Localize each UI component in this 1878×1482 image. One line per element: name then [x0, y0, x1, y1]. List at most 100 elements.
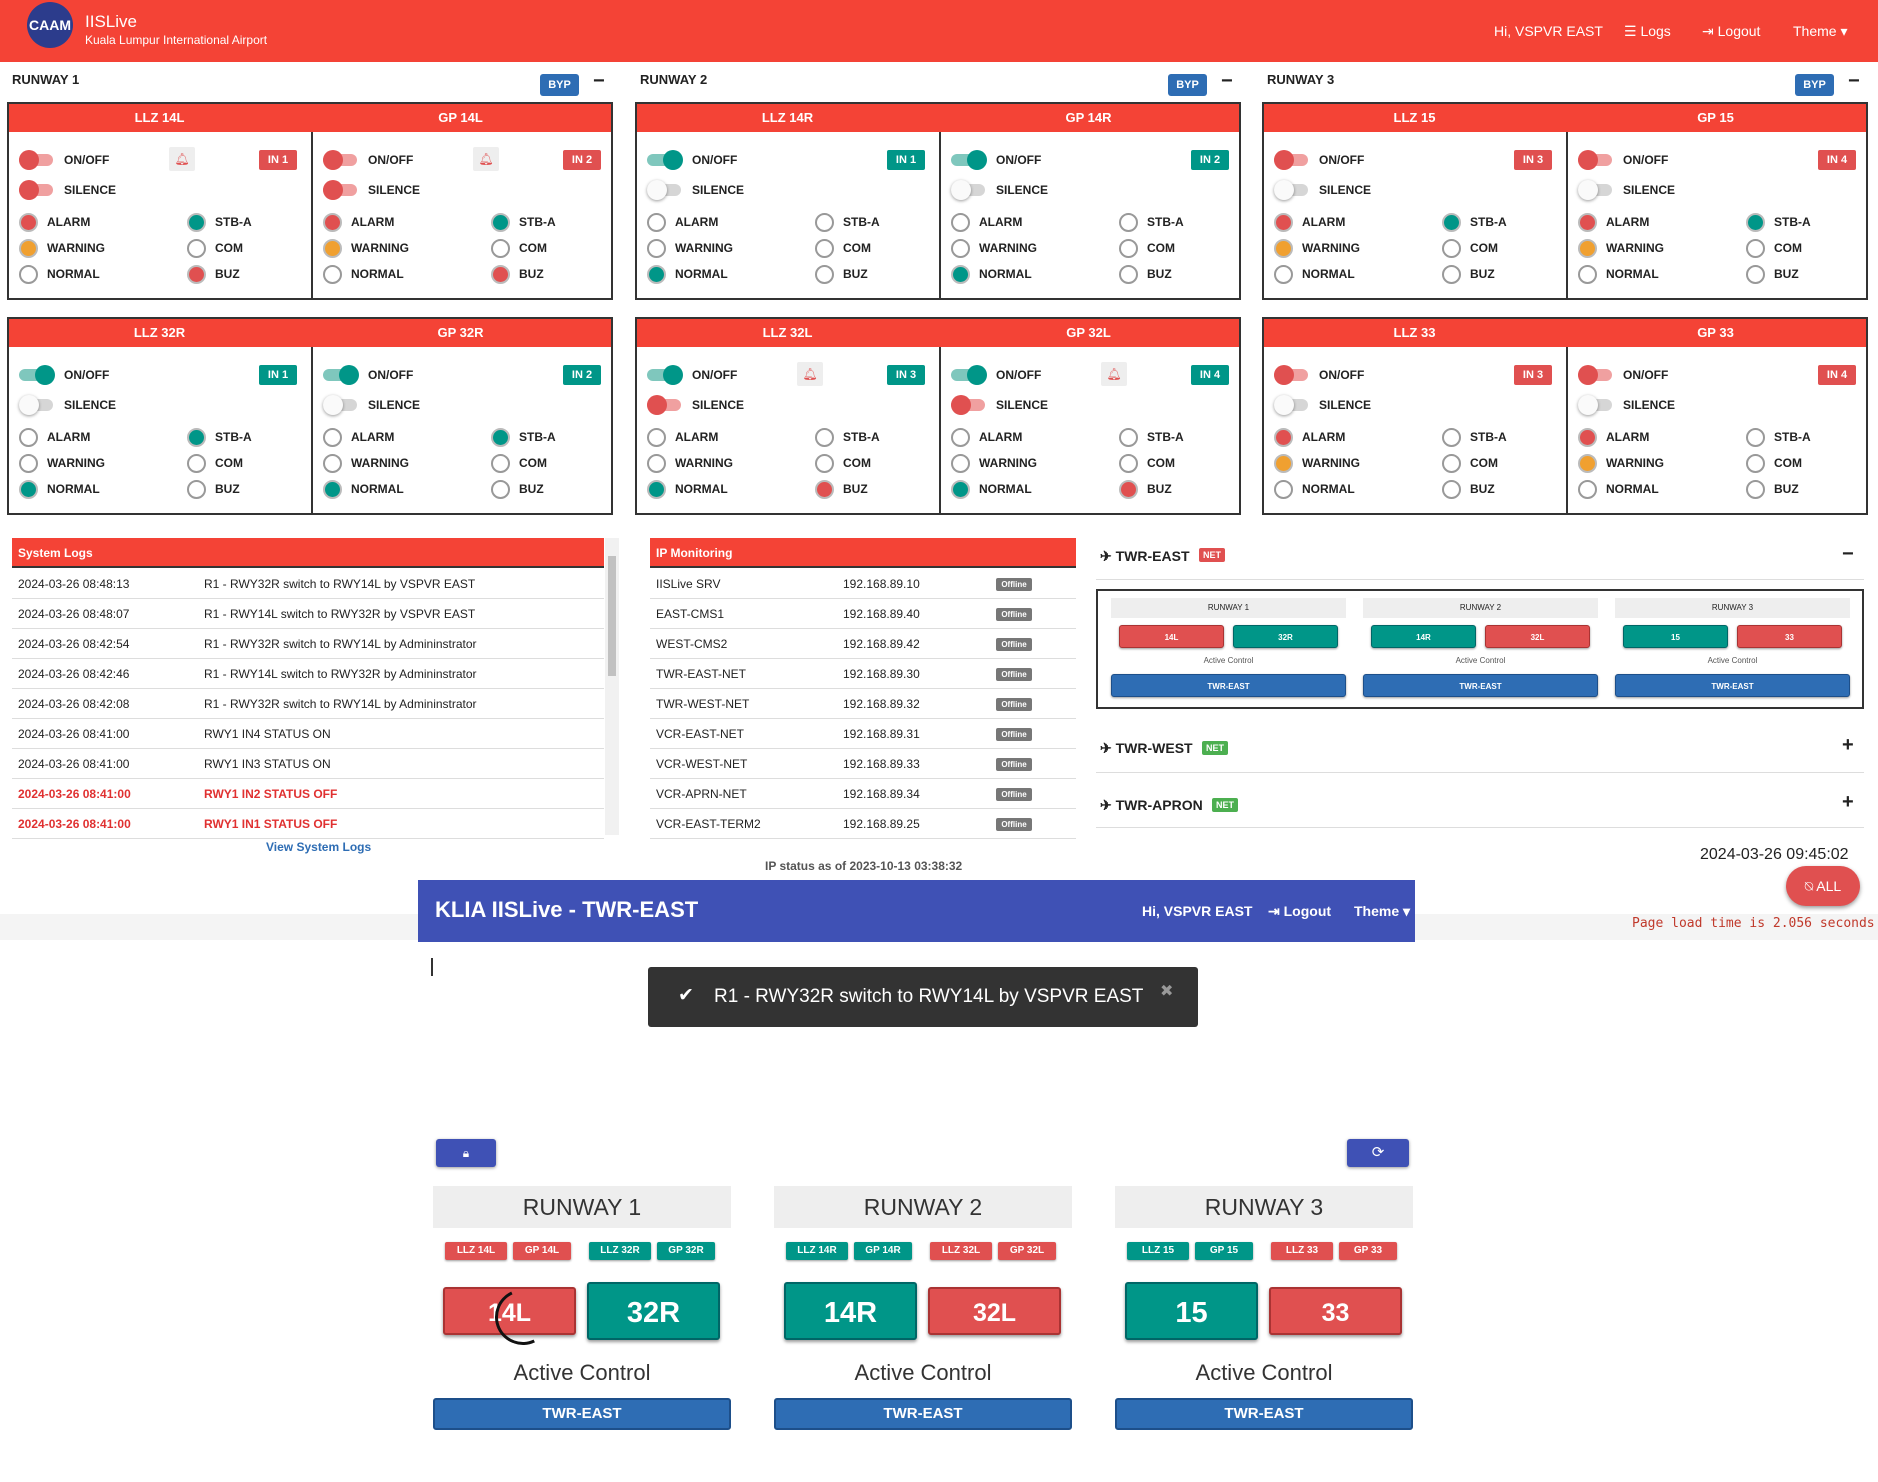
runway-select-button-a[interactable]: 14L — [443, 1287, 576, 1335]
runway-select-button-b[interactable]: 32R — [587, 1282, 720, 1340]
stba-indicator — [1746, 428, 1765, 447]
bell-icon[interactable]: 🔔︎ — [169, 147, 195, 171]
twr-assign-button[interactable]: TWR-EAST — [774, 1398, 1072, 1430]
bell-icon[interactable]: 🔔︎ — [797, 362, 823, 386]
onoff-toggle[interactable] — [19, 365, 55, 385]
collapse-runway-button[interactable]: − — [1848, 70, 1860, 92]
onoff-toggle[interactable] — [951, 365, 987, 385]
close-icon[interactable]: ✖ — [1160, 983, 1174, 1000]
collapse-runway-button[interactable]: − — [1221, 70, 1233, 92]
twr-west-header[interactable]: ✈ TWR-WEST — [1100, 740, 1193, 757]
user-greeting[interactable]: Hi, VSPVR EAST — [1494, 23, 1603, 39]
runway-select-button-a[interactable]: 14R — [784, 1282, 917, 1340]
bypass-button[interactable]: BYP — [540, 74, 579, 96]
alarm-indicator — [1578, 428, 1597, 447]
bell-icon[interactable]: 🔔︎ — [1101, 362, 1127, 386]
silence-toggle[interactable] — [19, 180, 53, 200]
onoff-toggle[interactable] — [951, 150, 987, 170]
collapse-runway-button[interactable]: − — [593, 70, 605, 92]
onoff-toggle[interactable] — [647, 365, 683, 385]
silence-toggle[interactable] — [1274, 180, 1308, 200]
twr-apron-expand-button[interactable]: + — [1842, 791, 1854, 813]
input-badge: IN 1 — [259, 150, 297, 170]
onoff-toggle[interactable] — [323, 150, 357, 170]
onoff-toggle[interactable] — [19, 150, 53, 170]
mini-runway-button-b[interactable]: 32R — [1233, 625, 1338, 648]
logs-scrollbar[interactable] — [605, 538, 619, 835]
active-control-label: Active Control — [854, 1360, 992, 1385]
silence-toggle[interactable] — [323, 180, 357, 200]
bypass-button[interactable]: BYP — [1795, 74, 1834, 96]
twr-theme-dropdown[interactable]: Theme ▾ — [1354, 903, 1410, 920]
ip-name: VCR-EAST-TERM2 — [656, 817, 761, 831]
refresh-button[interactable]: ⟳ — [1347, 1139, 1409, 1167]
silence-toggle[interactable] — [951, 395, 985, 415]
silence-toggle[interactable] — [323, 395, 357, 415]
runway-select-button-a[interactable]: 15 — [1125, 1282, 1258, 1340]
panel-header: LLZ 15 GP 15 — [1264, 104, 1866, 132]
alarm-indicator — [647, 213, 666, 232]
silence-toggle[interactable] — [1274, 395, 1308, 415]
mini-runway-button-a[interactable]: 14L — [1119, 625, 1224, 648]
ip-name: TWR-EAST-NET — [656, 667, 746, 681]
lock-button[interactable]: 🔒︎ — [436, 1139, 496, 1167]
onoff-toggle[interactable] — [1578, 150, 1612, 170]
twr-east-collapse-button[interactable]: − — [1842, 543, 1854, 565]
onoff-toggle[interactable] — [323, 365, 359, 385]
toggle-knob — [663, 365, 683, 385]
scrollbar-thumb[interactable] — [608, 556, 616, 676]
log-time: 2024-03-26 08:41:00 — [18, 727, 130, 741]
twr-user-greeting[interactable]: Hi, VSPVR EAST — [1142, 903, 1253, 919]
twr-assign-button[interactable]: TWR-EAST — [433, 1398, 731, 1430]
runway-select-button-b[interactable]: 33 — [1269, 1287, 1402, 1335]
silence-toggle[interactable] — [19, 395, 53, 415]
mini-runway-button-b[interactable]: 33 — [1737, 625, 1842, 648]
onoff-toggle[interactable] — [1578, 365, 1612, 385]
twr-assign-button[interactable]: TWR-EAST — [1615, 674, 1850, 697]
logout-link[interactable]: ⇥ Logout — [1702, 23, 1760, 40]
theme-dropdown[interactable]: Theme ▾ — [1793, 23, 1848, 40]
twr-east-header[interactable]: ✈ TWR-EAST — [1100, 548, 1190, 565]
runway-select-button-b[interactable]: 32L — [928, 1287, 1061, 1335]
active-control-label: Active Control — [513, 1360, 651, 1385]
silence-all-button[interactable]: ⍉ ALL — [1786, 866, 1860, 906]
twr-apron-header[interactable]: ✈ TWR-APRON — [1100, 797, 1203, 814]
bell-icon[interactable]: 🔔︎ — [473, 147, 499, 171]
runway-title: RUNWAY 3 — [1267, 72, 1335, 87]
app-title[interactable]: IISLive — [85, 12, 137, 31]
mini-runway-button-b[interactable]: 32L — [1485, 625, 1590, 648]
silence-toggle[interactable] — [1578, 395, 1612, 415]
silence-label: SILENCE — [996, 183, 1049, 197]
twr-assign-button[interactable]: TWR-EAST — [1363, 674, 1598, 697]
twr-west-net-badge: NET — [1202, 741, 1228, 755]
twr-assign-button[interactable]: TWR-EAST — [1111, 674, 1346, 697]
twr-assign-button[interactable]: TWR-EAST — [1115, 1398, 1413, 1430]
silence-toggle[interactable] — [647, 180, 681, 200]
alarm-indicator — [1274, 213, 1293, 232]
warning-label: WARNING — [47, 456, 105, 470]
silence-toggle[interactable] — [1578, 180, 1612, 200]
ip-name: IISLive SRV — [656, 577, 721, 591]
equipment-tag: LLZ 15 — [1127, 1242, 1189, 1260]
twr-logout-link[interactable]: ⇥ Logout — [1268, 903, 1331, 920]
mini-runway-title: RUNWAY 1 — [1111, 598, 1346, 618]
onoff-toggle[interactable] — [1274, 150, 1308, 170]
silence-toggle[interactable] — [951, 180, 985, 200]
mini-runway-button-a[interactable]: 15 — [1623, 625, 1728, 648]
twr-west-expand-button[interactable]: + — [1842, 734, 1854, 756]
warning-indicator — [19, 454, 38, 473]
view-system-logs-link[interactable]: View System Logs — [266, 840, 372, 854]
mini-runway-button-a[interactable]: 14R — [1371, 625, 1476, 648]
logs-link[interactable]: ☰ Logs — [1624, 23, 1671, 40]
bypass-button[interactable]: BYP — [1168, 74, 1207, 96]
alarm-label: ALARM — [1606, 215, 1650, 229]
stba-label: STB-A — [1774, 430, 1811, 444]
silence-label: SILENCE — [368, 398, 421, 412]
onoff-label: ON/OFF — [996, 368, 1042, 382]
com-indicator — [815, 454, 834, 473]
warning-indicator — [1578, 454, 1597, 473]
onoff-toggle[interactable] — [1274, 365, 1308, 385]
silence-toggle[interactable] — [647, 395, 681, 415]
onoff-toggle[interactable] — [647, 150, 683, 170]
com-label: COM — [215, 456, 243, 470]
